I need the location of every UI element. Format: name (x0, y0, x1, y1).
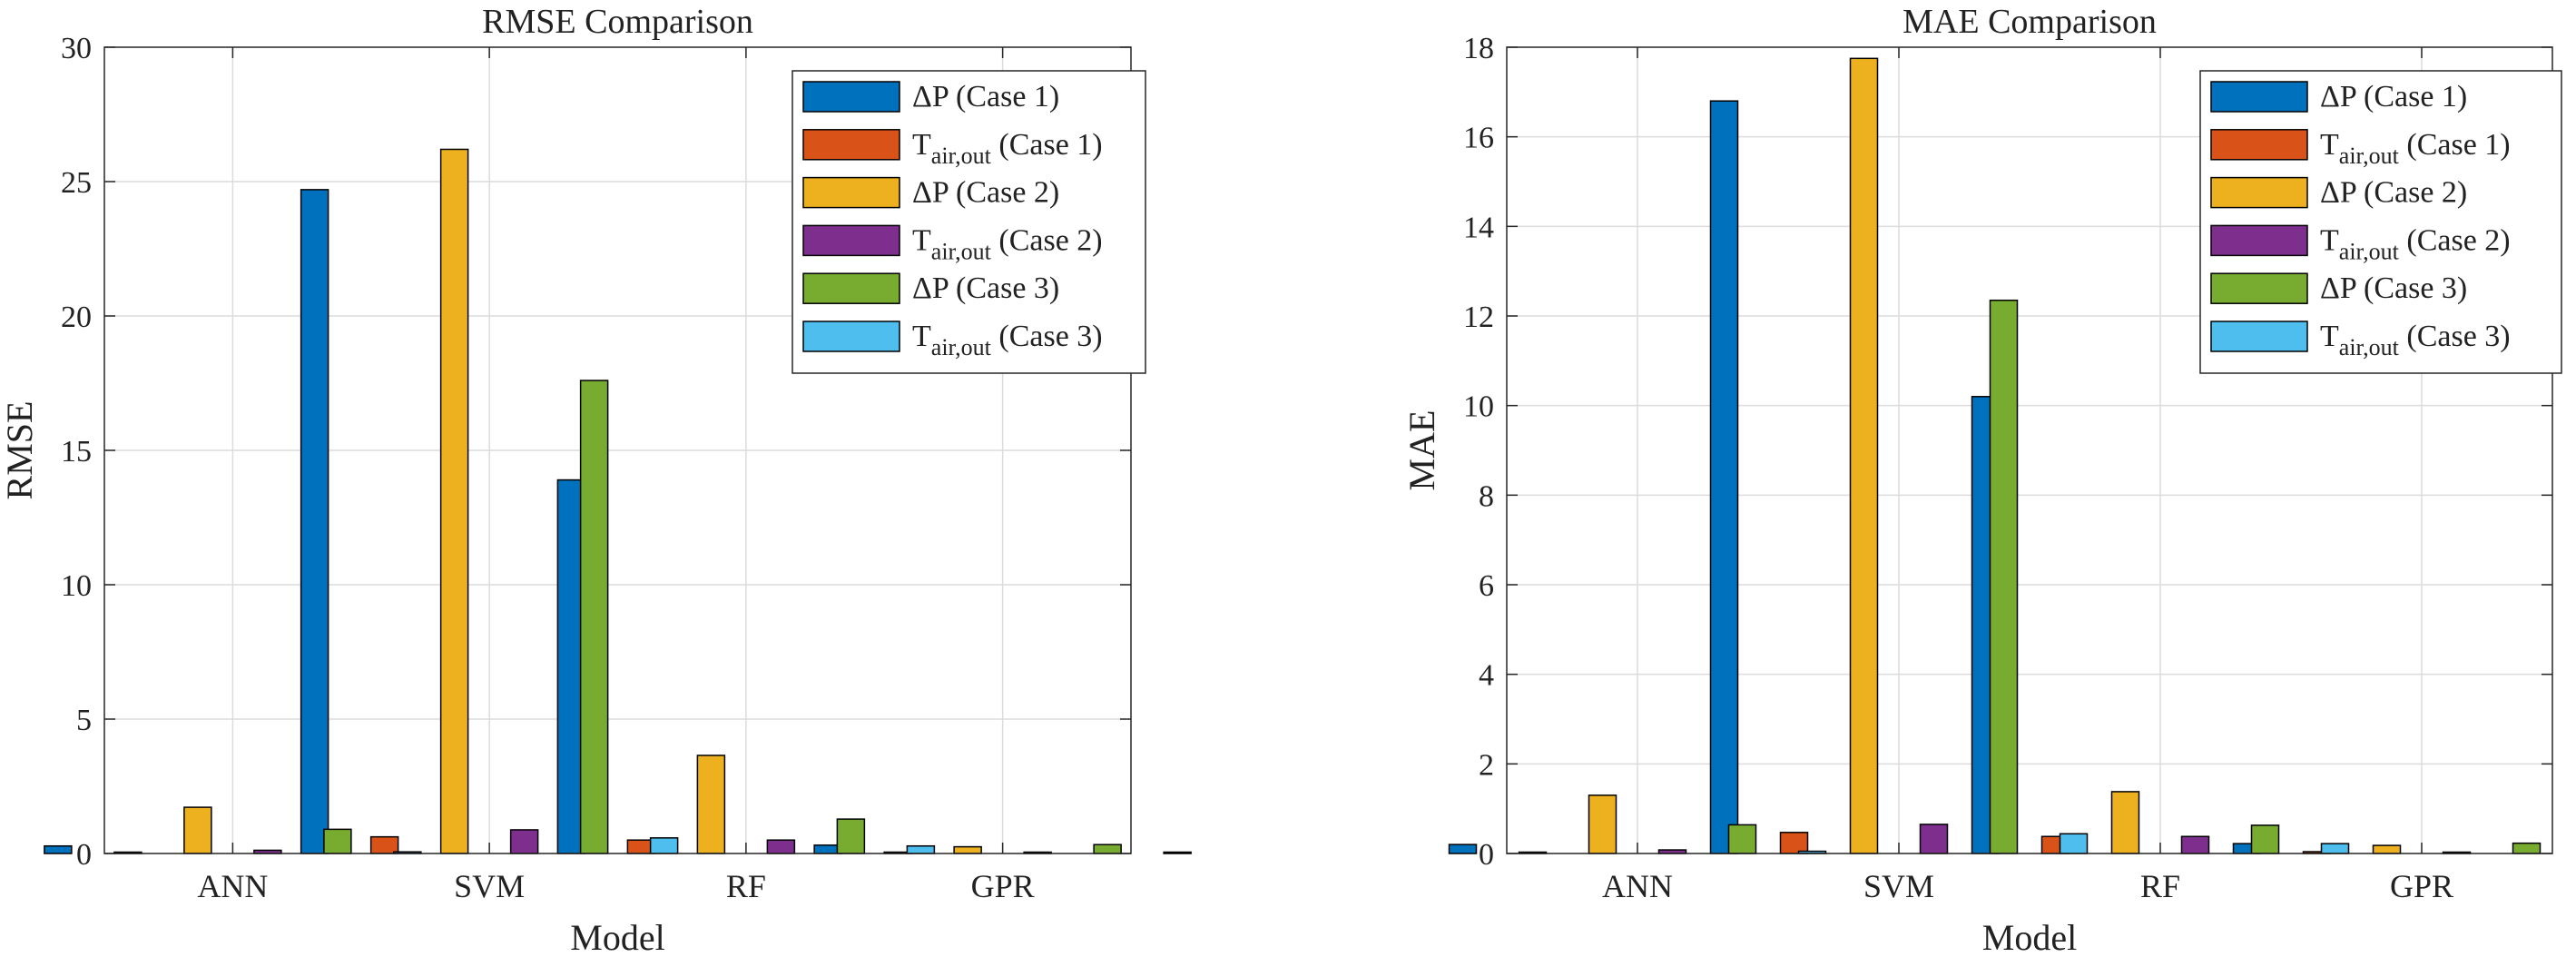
y-tick-label: 6 (1479, 569, 1494, 603)
bar-rf-series-6 (2320, 843, 2350, 854)
bar-ann-series-3 (1588, 794, 1617, 854)
bar-rf-series-4 (766, 839, 796, 854)
x-tick-label: RF (2140, 868, 2180, 904)
legend-entry-series-5: ΔP (Case 3) (912, 271, 1059, 305)
bar-svm-series-3 (1849, 57, 1879, 854)
bar-rf-series-4 (2180, 835, 2210, 854)
legend-swatch-series-1 (2210, 81, 2308, 113)
legend-swatch-series-4 (2210, 224, 2308, 257)
bar-rf-series-5 (2250, 824, 2280, 854)
x-axis: ANN SVM RF GPR (197, 47, 1035, 904)
bar-ann-series-5 (1727, 824, 1757, 854)
y-tick-label: 14 (1463, 211, 1494, 244)
x-axis: ANN SVM RF GPR (1602, 47, 2453, 904)
legend: ΔP (Case 1) Tair,out (Case 1) ΔP (Case 2) T… (2199, 70, 2562, 374)
y-tick-label: 0 (1479, 838, 1494, 872)
x-tick-label: SVM (1863, 868, 1934, 904)
y-tick-label: 12 (1463, 301, 1494, 334)
legend-entry-series-1: ΔP (Case 1) (912, 80, 1059, 113)
bar-ann-series-3 (183, 806, 212, 854)
y-axis: 0 5 10 15 20 25 30 (61, 32, 1131, 872)
y-axis-label: MAE (1401, 410, 1442, 491)
bar-rf-series-3 (696, 755, 726, 854)
mae-chart: 0 2 4 6 8 10 12 14 16 18 ANN SVM RF GPR MAE Comparison… (1401, 3, 2562, 957)
chart-title: MAE Comparison (1903, 3, 2157, 41)
legend-entry-series-3: ΔP (Case 2) (2320, 176, 2467, 210)
bar-ann-series-1 (44, 844, 73, 854)
bar-svm-series-2 (1779, 832, 1809, 854)
legend-swatch-series-4 (802, 224, 900, 257)
axes-box (1506, 46, 2553, 854)
legend-entry-series-4: Tair,out (Case 2) (912, 223, 1103, 264)
bar-ann-series-5 (323, 828, 352, 854)
y-tick-label: 20 (61, 301, 92, 334)
chart-title: RMSE Comparison (482, 3, 753, 41)
bar-rf-series-6 (906, 844, 936, 854)
y-tick-label: 25 (61, 166, 92, 200)
x-tick-label: RF (726, 868, 766, 904)
bar-svm-series-4 (509, 829, 539, 854)
bar-rf-series-5 (836, 818, 866, 854)
x-axis-label: Model (1982, 917, 2077, 957)
bar-rf-series-3 (2110, 791, 2140, 854)
bar-ann-series-1 (1448, 844, 1478, 854)
bar-svm-series-2 (369, 835, 399, 854)
y-tick-label: 16 (1463, 122, 1494, 155)
x-axis-label: Model (570, 917, 664, 957)
legend-entry-series-1: ΔP (Case 1) (2320, 80, 2467, 113)
bars (1448, 57, 2542, 854)
legend-swatch-series-2 (802, 129, 900, 161)
bar-svm-series-3 (439, 148, 469, 854)
y-axis: 0 2 4 6 8 10 12 14 16 18 (1463, 32, 2552, 872)
legend: ΔP (Case 1) Tair,out (Case 1) ΔP (Case 2) T… (791, 70, 1146, 374)
legend-entry-series-2: Tair,out (Case 1) (912, 128, 1103, 169)
legend-entry-series-6: Tair,out (Case 3) (2320, 320, 2511, 360)
x-tick-label: GPR (2390, 868, 2453, 904)
legend-swatch-series-6 (802, 321, 900, 352)
y-tick-label: 8 (1479, 479, 1494, 513)
legend-swatch-series-6 (2210, 321, 2308, 352)
y-tick-label: 18 (1463, 32, 1494, 65)
y-tick-label: 2 (1479, 748, 1494, 782)
y-axis-label: RMSE (0, 401, 40, 500)
legend-swatch-series-2 (2210, 129, 2308, 161)
bar-svm-series-1 (300, 189, 329, 854)
legend-entry-series-5: ΔP (Case 3) (2320, 271, 2467, 305)
bar-svm-series-5 (1989, 299, 2019, 854)
rmse-chart: 0 5 10 15 20 25 30 ANN SVM RF GPR RMSE Comparison Mo… (0, 3, 1192, 957)
legend-swatch-series-5 (802, 272, 900, 304)
x-tick-label: ANN (1602, 868, 1673, 904)
legend-entry-series-4: Tair,out (Case 2) (2320, 223, 2511, 264)
legend-swatch-series-1 (802, 81, 900, 113)
bar-gpr-series-6 (1163, 851, 1192, 854)
legend-entry-series-6: Tair,out (Case 3) (912, 320, 1103, 360)
y-tick-label: 4 (1479, 659, 1494, 693)
y-tick-label: 5 (76, 704, 92, 737)
bar-gpr-series-5 (1093, 844, 1122, 854)
x-tick-label: GPR (971, 868, 1035, 904)
bar-svm-series-6 (2059, 833, 2089, 854)
bar-svm-series-1 (1709, 100, 1739, 854)
bar-gpr-series-5 (2512, 842, 2542, 854)
legend-swatch-series-3 (802, 176, 900, 209)
y-tick-label: 0 (76, 838, 92, 872)
legend-swatch-series-3 (2210, 176, 2308, 209)
y-tick-label: 10 (61, 569, 92, 603)
y-tick-label: 15 (61, 435, 92, 469)
x-tick-label: ANN (197, 868, 268, 904)
bar-svm-series-5 (579, 380, 609, 854)
bar-gpr-series-3 (953, 845, 982, 854)
grid-lines (104, 47, 1131, 853)
y-tick-label: 30 (61, 32, 92, 65)
bar-svm-series-4 (1919, 824, 1949, 854)
legend-entry-series-2: Tair,out (Case 1) (2320, 128, 2511, 169)
bar-gpr-series-3 (2372, 844, 2402, 854)
legend-swatch-series-5 (2210, 272, 2308, 304)
x-tick-label: SVM (454, 868, 525, 904)
legend-entry-series-3: ΔP (Case 2) (912, 176, 1059, 210)
bar-svm-series-6 (649, 837, 679, 854)
y-tick-label: 10 (1463, 390, 1494, 424)
